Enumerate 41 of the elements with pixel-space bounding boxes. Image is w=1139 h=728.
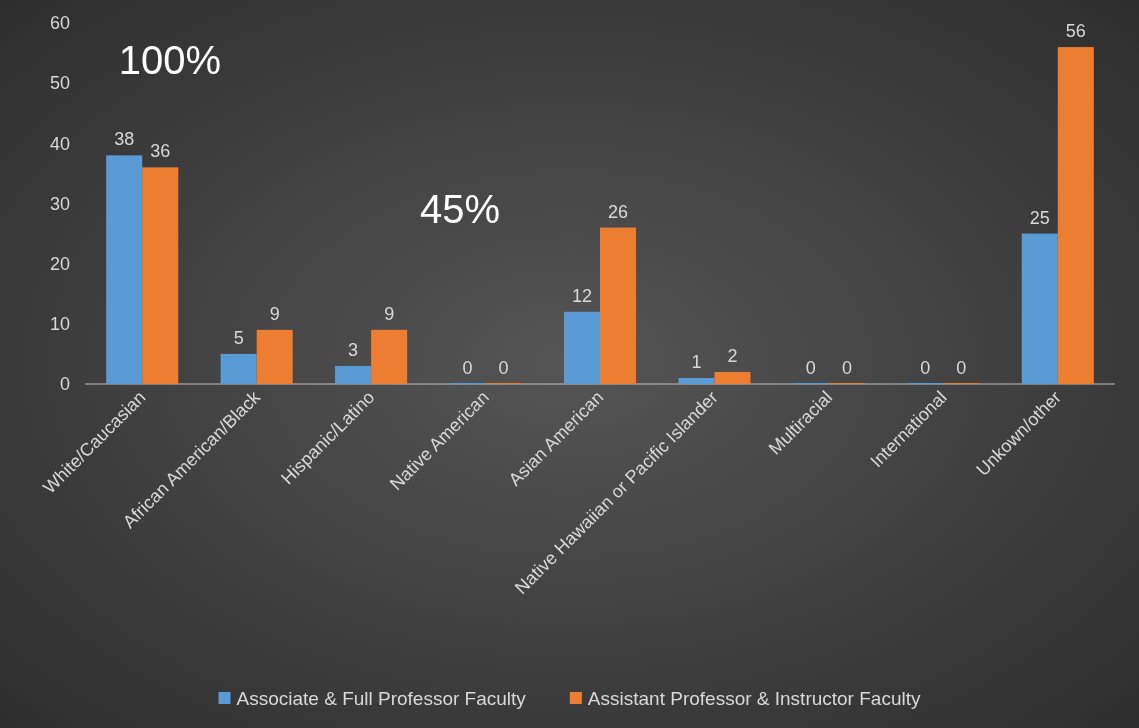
data-label: 2 xyxy=(727,345,738,366)
bar xyxy=(256,329,293,384)
bar xyxy=(1057,47,1094,384)
bar xyxy=(678,377,715,384)
y-tick-label: 0 xyxy=(59,374,70,395)
bar xyxy=(371,329,408,384)
data-label: 38 xyxy=(114,129,135,150)
bar xyxy=(600,227,637,384)
bar xyxy=(335,365,372,384)
annotation: 45% xyxy=(419,186,501,231)
data-label: 36 xyxy=(150,141,171,162)
legend-label: Assistant Professor & Instructor Faculty xyxy=(587,687,921,709)
data-label: 56 xyxy=(1065,21,1086,42)
data-label: 1 xyxy=(691,351,702,372)
data-label: 0 xyxy=(805,358,816,378)
data-label: 3 xyxy=(348,339,359,360)
legend-label: Associate & Full Professor Faculty xyxy=(236,687,527,709)
bar xyxy=(1021,233,1058,384)
data-label: 9 xyxy=(384,303,395,324)
y-tick-label: 20 xyxy=(49,253,70,274)
data-label: 12 xyxy=(571,285,592,306)
y-tick-label: 30 xyxy=(49,193,70,214)
data-label: 0 xyxy=(462,358,473,378)
bar xyxy=(142,167,179,384)
data-label: 0 xyxy=(841,358,852,378)
annotation: 100% xyxy=(118,37,222,82)
data-label: 0 xyxy=(920,358,931,378)
bar xyxy=(714,371,751,384)
y-tick-label: 60 xyxy=(49,13,70,34)
data-label: 9 xyxy=(269,303,280,324)
y-tick-label: 40 xyxy=(49,133,70,154)
bar xyxy=(106,155,143,384)
data-label: 0 xyxy=(498,358,509,378)
data-label: 25 xyxy=(1029,207,1050,228)
bar xyxy=(563,311,600,384)
data-label: 5 xyxy=(233,327,244,348)
y-tick-label: 10 xyxy=(49,314,70,335)
y-tick-label: 50 xyxy=(49,73,70,94)
data-label: 0 xyxy=(956,358,967,378)
bar xyxy=(220,353,257,384)
data-label: 26 xyxy=(608,201,629,222)
